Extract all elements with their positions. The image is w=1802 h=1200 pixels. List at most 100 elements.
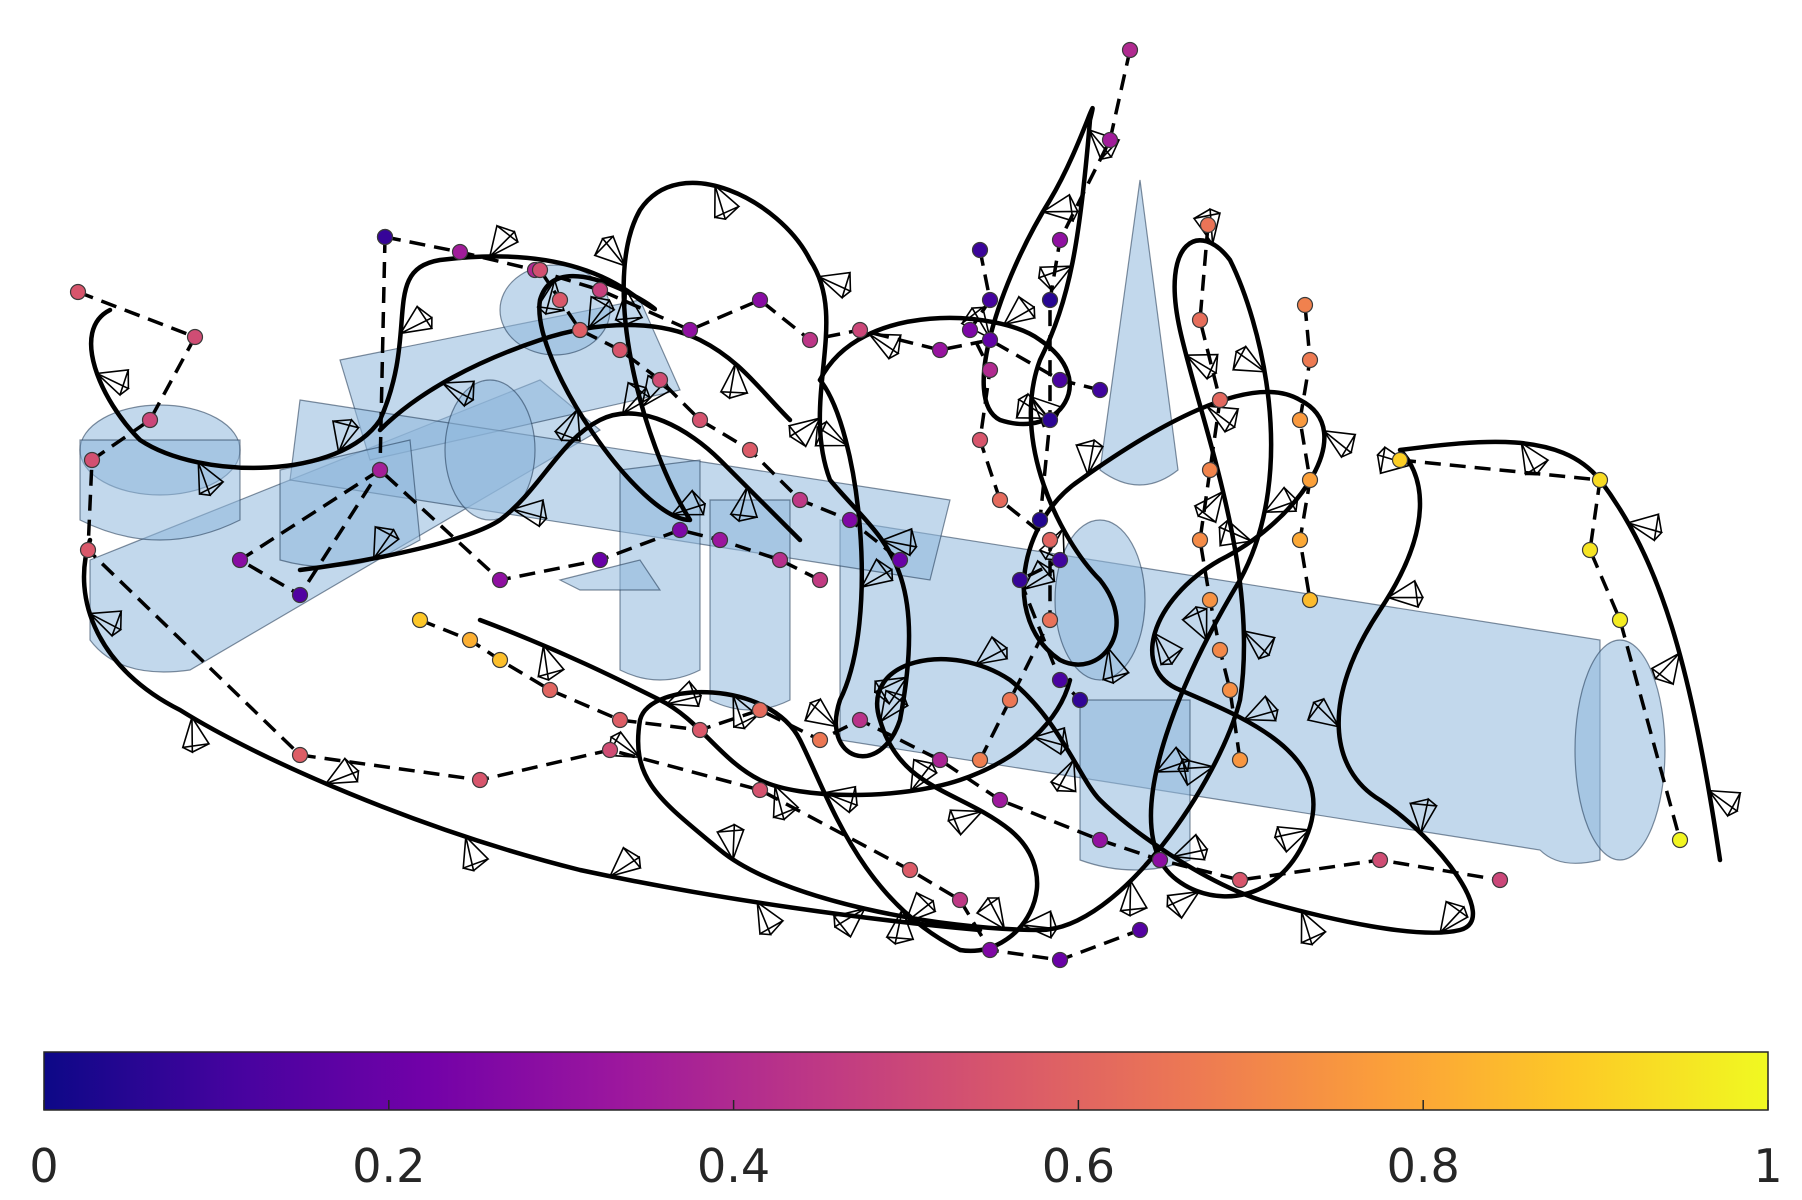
camera-frustum [670, 489, 707, 516]
waypoint-marker [1131, 921, 1149, 939]
camera-frustum [713, 184, 741, 221]
waypoint-path-7 [1298, 304, 1312, 601]
camera-frustum [1626, 513, 1664, 542]
waypoint-marker [571, 321, 589, 339]
waypoint-marker [611, 711, 629, 729]
waypoint-marker [771, 551, 789, 569]
colorbar-tick-label: 0.2 [352, 1139, 425, 1193]
waypoint-path-10 [538, 269, 902, 562]
waypoint-marker [186, 328, 204, 346]
waypoint-path-5 [967, 249, 1052, 761]
camera-frustum [756, 900, 785, 936]
waypoint-marker [961, 321, 979, 339]
trajectory-segment-7 [297, 411, 803, 573]
trajectory-segment-5 [81, 537, 983, 933]
waypoint-marker [891, 551, 909, 569]
waypoint-marker [1041, 611, 1059, 629]
waypoint-marker [841, 511, 859, 529]
waypoint-marker [1101, 131, 1119, 149]
camera-frustum [372, 525, 401, 561]
obstacle-cone-top [1099, 179, 1179, 486]
waypoint-marker [551, 291, 569, 309]
camera-frustum [904, 891, 937, 924]
waypoint-marker [1191, 311, 1209, 329]
camera-frustum [974, 635, 1009, 666]
waypoint-marker [741, 441, 759, 459]
waypoint-marker [1201, 591, 1219, 609]
camera-frustum [1386, 579, 1425, 609]
waypoint-marker [1191, 531, 1209, 549]
camera-frustum [909, 758, 939, 793]
waypoint-marker [671, 521, 689, 539]
camera-frustum [593, 234, 627, 267]
waypoint-marker [991, 791, 1009, 809]
camera-frustum [1020, 910, 1059, 939]
camera-frustum [1217, 518, 1254, 547]
waypoint-marker [991, 491, 1009, 509]
waypoint-marker [291, 586, 309, 604]
camera-frustum [1707, 789, 1742, 818]
camera-frustum [1300, 909, 1327, 946]
camera-frustum [1273, 825, 1311, 854]
camera-frustum [1193, 490, 1225, 524]
waypoint-marker [1041, 531, 1059, 549]
camera-frustum [488, 224, 520, 258]
waypoint-marker [1051, 951, 1069, 969]
waypoint-marker [1041, 291, 1059, 309]
waypoint-markers [69, 41, 1689, 969]
waypoint-marker [811, 571, 829, 589]
waypoint-marker [231, 551, 249, 569]
waypoint-marker [691, 721, 709, 739]
waypoint-marker [651, 371, 669, 389]
camera-frustum [614, 288, 644, 327]
camera-frustum [1171, 833, 1209, 861]
camera-frustum [1231, 345, 1267, 373]
camera-frustum [729, 485, 759, 523]
waypoint-marker [931, 751, 949, 769]
waypoint-marker [451, 243, 469, 261]
waypoint-marker [83, 451, 101, 469]
waypoint-marker [1291, 411, 1309, 429]
obstacle-plate [558, 559, 662, 591]
waypoint-marker [1211, 391, 1229, 409]
waypoint-marker [1151, 851, 1169, 869]
trajectory-segment-6 [477, 617, 1073, 798]
camera-frustum [1075, 438, 1105, 477]
waypoint-marker [971, 431, 989, 449]
camera-frustum [621, 381, 652, 416]
camera-frustum [1242, 694, 1279, 722]
camera-frustum [1650, 651, 1681, 686]
waypoint-marker [601, 741, 619, 759]
camera-frustum [608, 846, 642, 878]
waypoint-marker [411, 611, 429, 629]
camera-frustum [331, 418, 360, 455]
camera-frustum [1153, 632, 1184, 666]
camera-frustum [803, 697, 838, 728]
waypoint-marker [1611, 611, 1629, 629]
camera-frustum [822, 785, 859, 814]
waypoint-path-1 [77, 290, 1141, 962]
waypoint-marker [1091, 831, 1109, 849]
waypoint-marker [1071, 691, 1089, 709]
colorbar-tick-label: 0.4 [697, 1139, 770, 1193]
waypoint-marker [1211, 641, 1229, 659]
camera-frustum [1184, 353, 1219, 381]
camera-frustum [553, 407, 581, 442]
waypoint-marker [591, 551, 609, 569]
waypoint-marker [791, 491, 809, 509]
camera-frustum [1409, 797, 1438, 836]
camera-frustum [1177, 758, 1215, 787]
colorbar-tick-label: 0 [29, 1139, 58, 1193]
camera-frustum [1181, 605, 1208, 643]
obstacle-ring [444, 379, 536, 521]
waypoint-marker [1491, 871, 1509, 889]
trajectory-segment-8 [377, 322, 793, 433]
waypoint-marker [1091, 381, 1109, 399]
waypoint-marker [691, 411, 709, 429]
obstacle-cylinder-vertical-2 [709, 499, 791, 711]
trajectory-scene [69, 41, 1742, 969]
waypoint-marker [1121, 41, 1139, 59]
waypoint-marker [461, 631, 479, 649]
camera-frustum [947, 809, 984, 837]
camera-frustum [867, 333, 903, 361]
